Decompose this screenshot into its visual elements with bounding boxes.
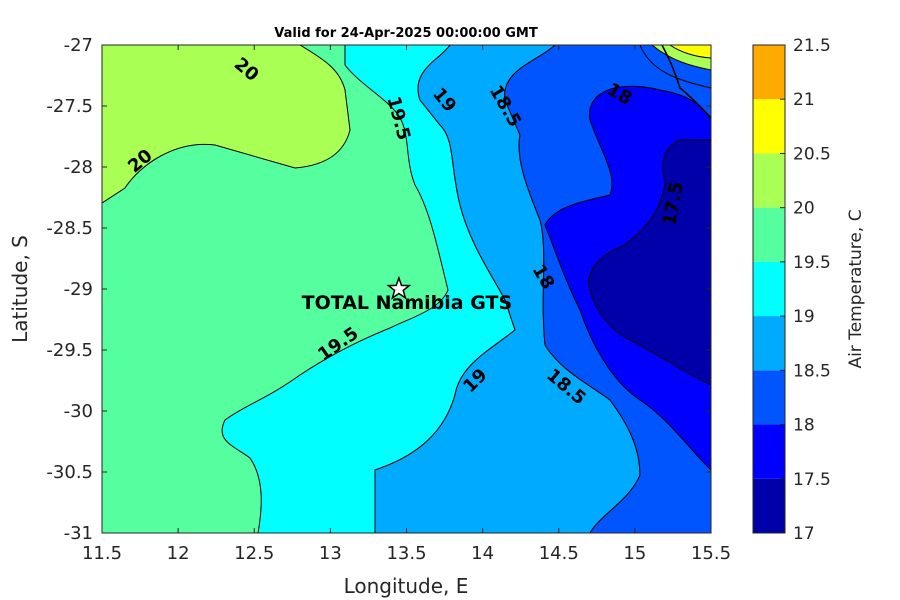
colorbar-tick-label: 21 bbox=[793, 90, 815, 110]
colorbar-tick-label: 21.5 bbox=[793, 36, 831, 56]
plot-area bbox=[102, 45, 711, 533]
colorbar-tick-label: 18.5 bbox=[793, 361, 831, 381]
colorbar-tick-label: 17 bbox=[793, 524, 815, 544]
x-tick-label: 15.5 bbox=[691, 543, 731, 564]
colorbar-segment bbox=[753, 316, 785, 371]
colorbar-segment bbox=[753, 370, 785, 425]
colorbar-tick-label: 19 bbox=[793, 307, 815, 327]
colorbar-segment bbox=[753, 99, 785, 154]
y-tick-label: -31 bbox=[64, 523, 93, 544]
x-tick-label: 11.5 bbox=[82, 543, 122, 564]
colorbar-segment bbox=[753, 478, 785, 533]
y-tick-label: -27.5 bbox=[46, 96, 93, 117]
colorbar-tick-label: 17.5 bbox=[793, 470, 831, 490]
x-tick-label: 14 bbox=[471, 543, 494, 564]
colorbar-tick-label: 18 bbox=[793, 416, 815, 436]
colorbar-segment bbox=[753, 153, 785, 208]
y-axis: -27 -27.5 -28 -28.5 -29 -29.5 -30 -30.5 -31 bbox=[46, 35, 711, 544]
chart-title: Valid for 24-Apr-2025 00:00:00 GMT bbox=[274, 26, 538, 41]
y-tick-label: -30 bbox=[64, 401, 93, 422]
y-tick-label: -29.5 bbox=[46, 340, 93, 361]
colorbar-segment bbox=[753, 261, 785, 317]
x-tick-label: 15 bbox=[623, 543, 646, 564]
y-tick-label: -29 bbox=[64, 279, 93, 300]
x-tick-label: 12 bbox=[167, 543, 190, 564]
region-17-to-17-5 bbox=[588, 139, 711, 386]
colorbar-tick-label: 20.5 bbox=[793, 144, 831, 164]
colorbar-label: Air Temperature, C bbox=[846, 209, 866, 368]
y-tick-label: -28.5 bbox=[46, 218, 93, 239]
x-axis: 11.5 12 12.5 13 13.5 14 14.5 15 15.5 bbox=[82, 45, 731, 564]
x-tick-label: 14.5 bbox=[539, 543, 579, 564]
y-tick-label: -27 bbox=[64, 35, 93, 56]
y-tick-label: -30.5 bbox=[46, 462, 93, 483]
colorbar-segment bbox=[753, 424, 785, 479]
colorbar-frame bbox=[752, 44, 786, 534]
colorbar-tick-label: 20 bbox=[793, 199, 815, 219]
station-star-icon bbox=[386, 275, 412, 300]
station-marker: TOTAL Namibia GTS bbox=[302, 275, 513, 314]
region-corner-20-5 bbox=[669, 45, 711, 59]
colorbar-segment bbox=[753, 45, 785, 100]
y-tick-label: -28 bbox=[64, 157, 93, 178]
region-20-to-20-5 bbox=[102, 45, 351, 204]
coastline bbox=[661, 45, 711, 119]
x-tick-label: 12.5 bbox=[234, 543, 274, 564]
y-axis-label: Latitude, S bbox=[8, 235, 32, 343]
x-tick-label: 13.5 bbox=[386, 543, 426, 564]
x-tick-label: 13 bbox=[319, 543, 342, 564]
colorbar-tick-label: 19.5 bbox=[793, 253, 831, 273]
region-corner-19 bbox=[639, 45, 711, 89]
colorbar-segment bbox=[753, 207, 785, 262]
colorbar: 17 17.5 18 18.5 19 19.5 20 20.5 21 21.5 bbox=[752, 36, 831, 544]
station-label: TOTAL Namibia GTS bbox=[302, 292, 513, 314]
x-axis-label: Longitude, E bbox=[344, 574, 469, 598]
